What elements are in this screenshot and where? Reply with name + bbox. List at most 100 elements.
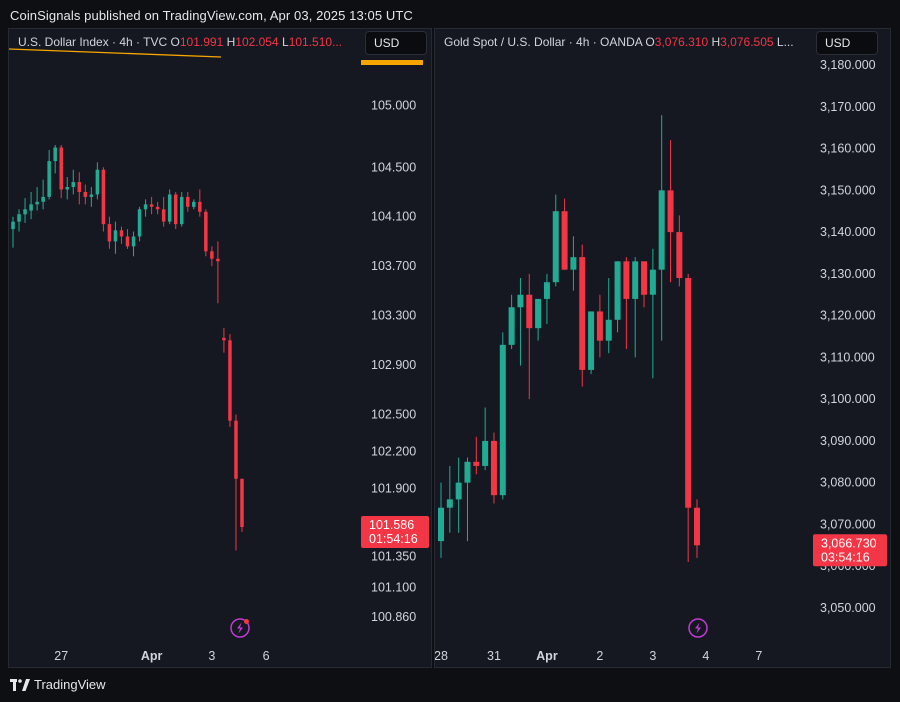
legend-high-value: 3,076.505 (720, 35, 774, 49)
lightning-icon (230, 618, 250, 638)
y-tick-label: 3,080.000 (820, 476, 876, 490)
candle-body (186, 196, 190, 207)
alert-price-marker (361, 60, 423, 65)
candle-body (77, 182, 82, 192)
x-tick-label: 6 (263, 649, 270, 663)
y-tick-label: 104.100 (371, 210, 416, 224)
last-price-tag (813, 534, 887, 567)
candle-body (228, 340, 232, 421)
candle-body (198, 201, 202, 212)
candle-body (101, 169, 106, 225)
lightning-bolt-glyph (237, 622, 243, 634)
x-tick-label: Apr (536, 649, 558, 663)
y-tick-label: 3,100.000 (820, 392, 876, 406)
candle-body (11, 221, 15, 230)
x-tick-label: 28 (435, 649, 448, 663)
candle-body (649, 269, 656, 295)
y-tick-label: 3,110.000 (820, 350, 875, 364)
candle-body (89, 194, 94, 197)
candle-body (71, 182, 76, 188)
notification-dot (244, 619, 249, 624)
candle-body (47, 161, 51, 197)
candle-body (83, 191, 88, 197)
legend-high-label: H (711, 35, 721, 49)
candle-body (676, 232, 683, 279)
y-tick-label: 3,180.000 (820, 58, 876, 72)
chart-legend-gold: Gold Spot / U.S. Dollar · 4h · OANDA O3,… (444, 35, 794, 49)
legend-high-label: H (226, 35, 236, 49)
y-tick-label: 3,090.000 (820, 434, 876, 448)
candle-body (155, 206, 160, 210)
candle-body (210, 251, 214, 259)
y-tick-label: 3,170.000 (820, 100, 876, 114)
candle-body (59, 147, 63, 190)
candle-body (641, 261, 648, 295)
y-tick-label: 3,150.000 (820, 183, 876, 197)
x-tick-label: 7 (755, 649, 762, 663)
candle-body (685, 278, 692, 508)
y-tick-label: 3,070.000 (820, 517, 876, 531)
candle-body (119, 230, 124, 237)
candle-body (508, 307, 515, 345)
x-tick-label: 31 (487, 649, 501, 663)
candle-body (95, 169, 100, 195)
y-tick-label: 3,120.000 (820, 309, 876, 323)
candle-body (240, 478, 244, 527)
legend-high-value: 102.054 (235, 35, 279, 49)
y-tick-label: 101.100 (371, 581, 416, 595)
chart-panel-dxy[interactable]: 105.000 104.500 104.100 103.700 103.300 102.9… (8, 28, 432, 668)
candle-body (125, 236, 130, 247)
candle-body (499, 344, 506, 496)
legend-symbol: Gold Spot / U.S. Dollar · 4h · OANDA (444, 35, 643, 49)
y-tick-label: 100.860 (371, 610, 416, 624)
candle-body (579, 257, 586, 370)
candle-body (455, 482, 462, 500)
y-tick-label: 3,160.000 (820, 142, 876, 156)
candle-body (614, 261, 621, 320)
candle-body (161, 209, 166, 222)
candle-body (222, 337, 226, 341)
candle-body (53, 147, 57, 162)
candle-body (623, 261, 630, 299)
y-tick-label: 103.700 (371, 259, 416, 273)
last-price-label: 3,066.730 (821, 536, 877, 550)
chart-panel-gold[interactable]: 3,180.000 3,170.000 3,160.000 3,150.000 3,14… (434, 28, 891, 668)
legend-symbol: U.S. Dollar Index · 4h · TVC (18, 35, 168, 49)
last-price-tag (361, 515, 429, 548)
currency-button[interactable]: USD (816, 31, 878, 55)
candle-body (694, 507, 700, 546)
candle-body (561, 211, 568, 270)
tradingview-logo-icon (10, 678, 30, 691)
legend-underline (9, 48, 222, 58)
candle-body (35, 201, 39, 205)
y-tick-label: 102.500 (371, 407, 416, 421)
candle-body (23, 209, 27, 215)
candle-body (137, 209, 142, 237)
dxy-candlestick-chart[interactable]: 105.000 104.500 104.100 103.700 103.300 102.9… (9, 29, 432, 668)
legend-open-value: 3,076.310 (654, 35, 709, 49)
legend-open-label: O (170, 35, 180, 49)
candle-body (17, 214, 21, 222)
candle-body (113, 230, 118, 242)
publisher-line: CoinSignals published on TradingView.com… (10, 8, 413, 23)
candle-body (131, 236, 136, 247)
candle-body (473, 461, 480, 466)
candle-body (216, 258, 220, 262)
gold-candlestick-chart[interactable]: 3,180.000 3,170.000 3,160.000 3,150.000 3,14… (435, 29, 891, 668)
countdown-label: 03:54:16 (821, 550, 870, 564)
y-tick-label: 102.900 (371, 358, 416, 372)
x-tick-label: 27 (54, 649, 68, 663)
x-tick-label: Apr (141, 649, 163, 663)
x-tick-label: 3 (208, 649, 215, 663)
candle-body (543, 282, 550, 299)
y-tick-label: 101.900 (371, 482, 416, 496)
lightning-icon (688, 618, 708, 638)
candle-body (526, 294, 533, 329)
candle-body (490, 440, 497, 496)
currency-button[interactable]: USD (365, 31, 427, 55)
footer-brand[interactable]: TradingView (10, 677, 106, 692)
y-tick-label: 102.200 (371, 445, 416, 459)
candle-body (438, 507, 444, 542)
y-tick-label: 3,140.000 (820, 225, 876, 239)
y-tick-label: 3,050.000 (820, 601, 876, 615)
